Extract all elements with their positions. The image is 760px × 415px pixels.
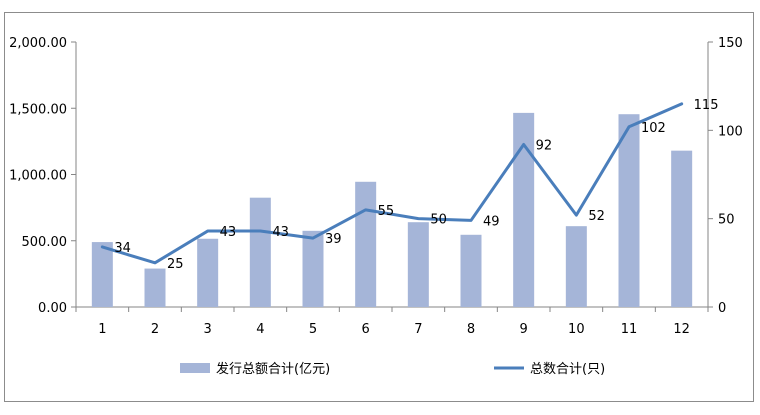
y-right-tick-label: 150 [718, 36, 743, 51]
y-right-tick-label: 0 [718, 301, 726, 316]
line-series: 34 25 43 43 39 55 50 49 92 52 102 115 [100, 98, 719, 272]
data-label: 34 [114, 241, 131, 256]
bar [144, 268, 166, 307]
bar [565, 226, 587, 307]
data-label: 43 [272, 225, 289, 240]
bar [407, 222, 429, 307]
bar [460, 234, 482, 307]
y-right-tick-label: 50 [718, 213, 735, 228]
legend-bar-label: 发行总额合计(亿元) [216, 361, 330, 377]
y-left-tick-label: 1,000.00 [9, 169, 67, 184]
y-left-tick-label: 500.00 [22, 235, 68, 250]
data-label: 50 [430, 213, 447, 228]
legend-line-label: 总数合计(只) [530, 362, 605, 377]
x-tick-label: 5 [309, 322, 317, 337]
data-label: 55 [378, 204, 395, 219]
x-tick-label: 10 [568, 322, 585, 337]
data-label: 43 [220, 225, 237, 240]
bar [302, 230, 324, 307]
bar [671, 150, 693, 307]
bar [197, 238, 219, 307]
axes: 0.00 500.00 1,000.00 1,500.00 2,000.00 0 50 100… [9, 36, 743, 337]
x-tick-label: 7 [414, 322, 422, 337]
legend: 发行总额合计(亿元) 总数合计(只) [180, 361, 605, 377]
y-left-tick-label: 0.00 [38, 301, 67, 316]
x-tick-label: 3 [204, 322, 212, 337]
data-label: 115 [694, 98, 719, 113]
series-line [100, 102, 684, 265]
x-tick-label: 4 [256, 322, 264, 337]
y-left-tick-label: 2,000.00 [9, 36, 67, 51]
data-label: 102 [641, 121, 666, 136]
y-right-tick-label: 100 [718, 124, 743, 139]
data-label: 25 [167, 257, 184, 272]
x-tick-label: 11 [621, 322, 638, 337]
bar [91, 242, 113, 307]
x-tick-label: 1 [98, 322, 106, 337]
data-label: 49 [483, 214, 500, 229]
bar [249, 197, 271, 307]
bar [355, 181, 377, 307]
data-label: 52 [588, 209, 605, 224]
y-left-tick-label: 1,500.00 [9, 102, 67, 117]
x-tick-label: 2 [151, 322, 159, 337]
x-tick-label: 9 [520, 322, 528, 337]
data-label: 92 [536, 138, 553, 153]
bar [513, 112, 535, 307]
x-tick-label: 12 [673, 322, 690, 337]
x-tick-label: 8 [467, 322, 475, 337]
data-label: 39 [325, 232, 342, 247]
x-tick-label: 6 [362, 322, 370, 337]
bar [618, 114, 640, 308]
legend-bar-swatch [180, 363, 210, 373]
